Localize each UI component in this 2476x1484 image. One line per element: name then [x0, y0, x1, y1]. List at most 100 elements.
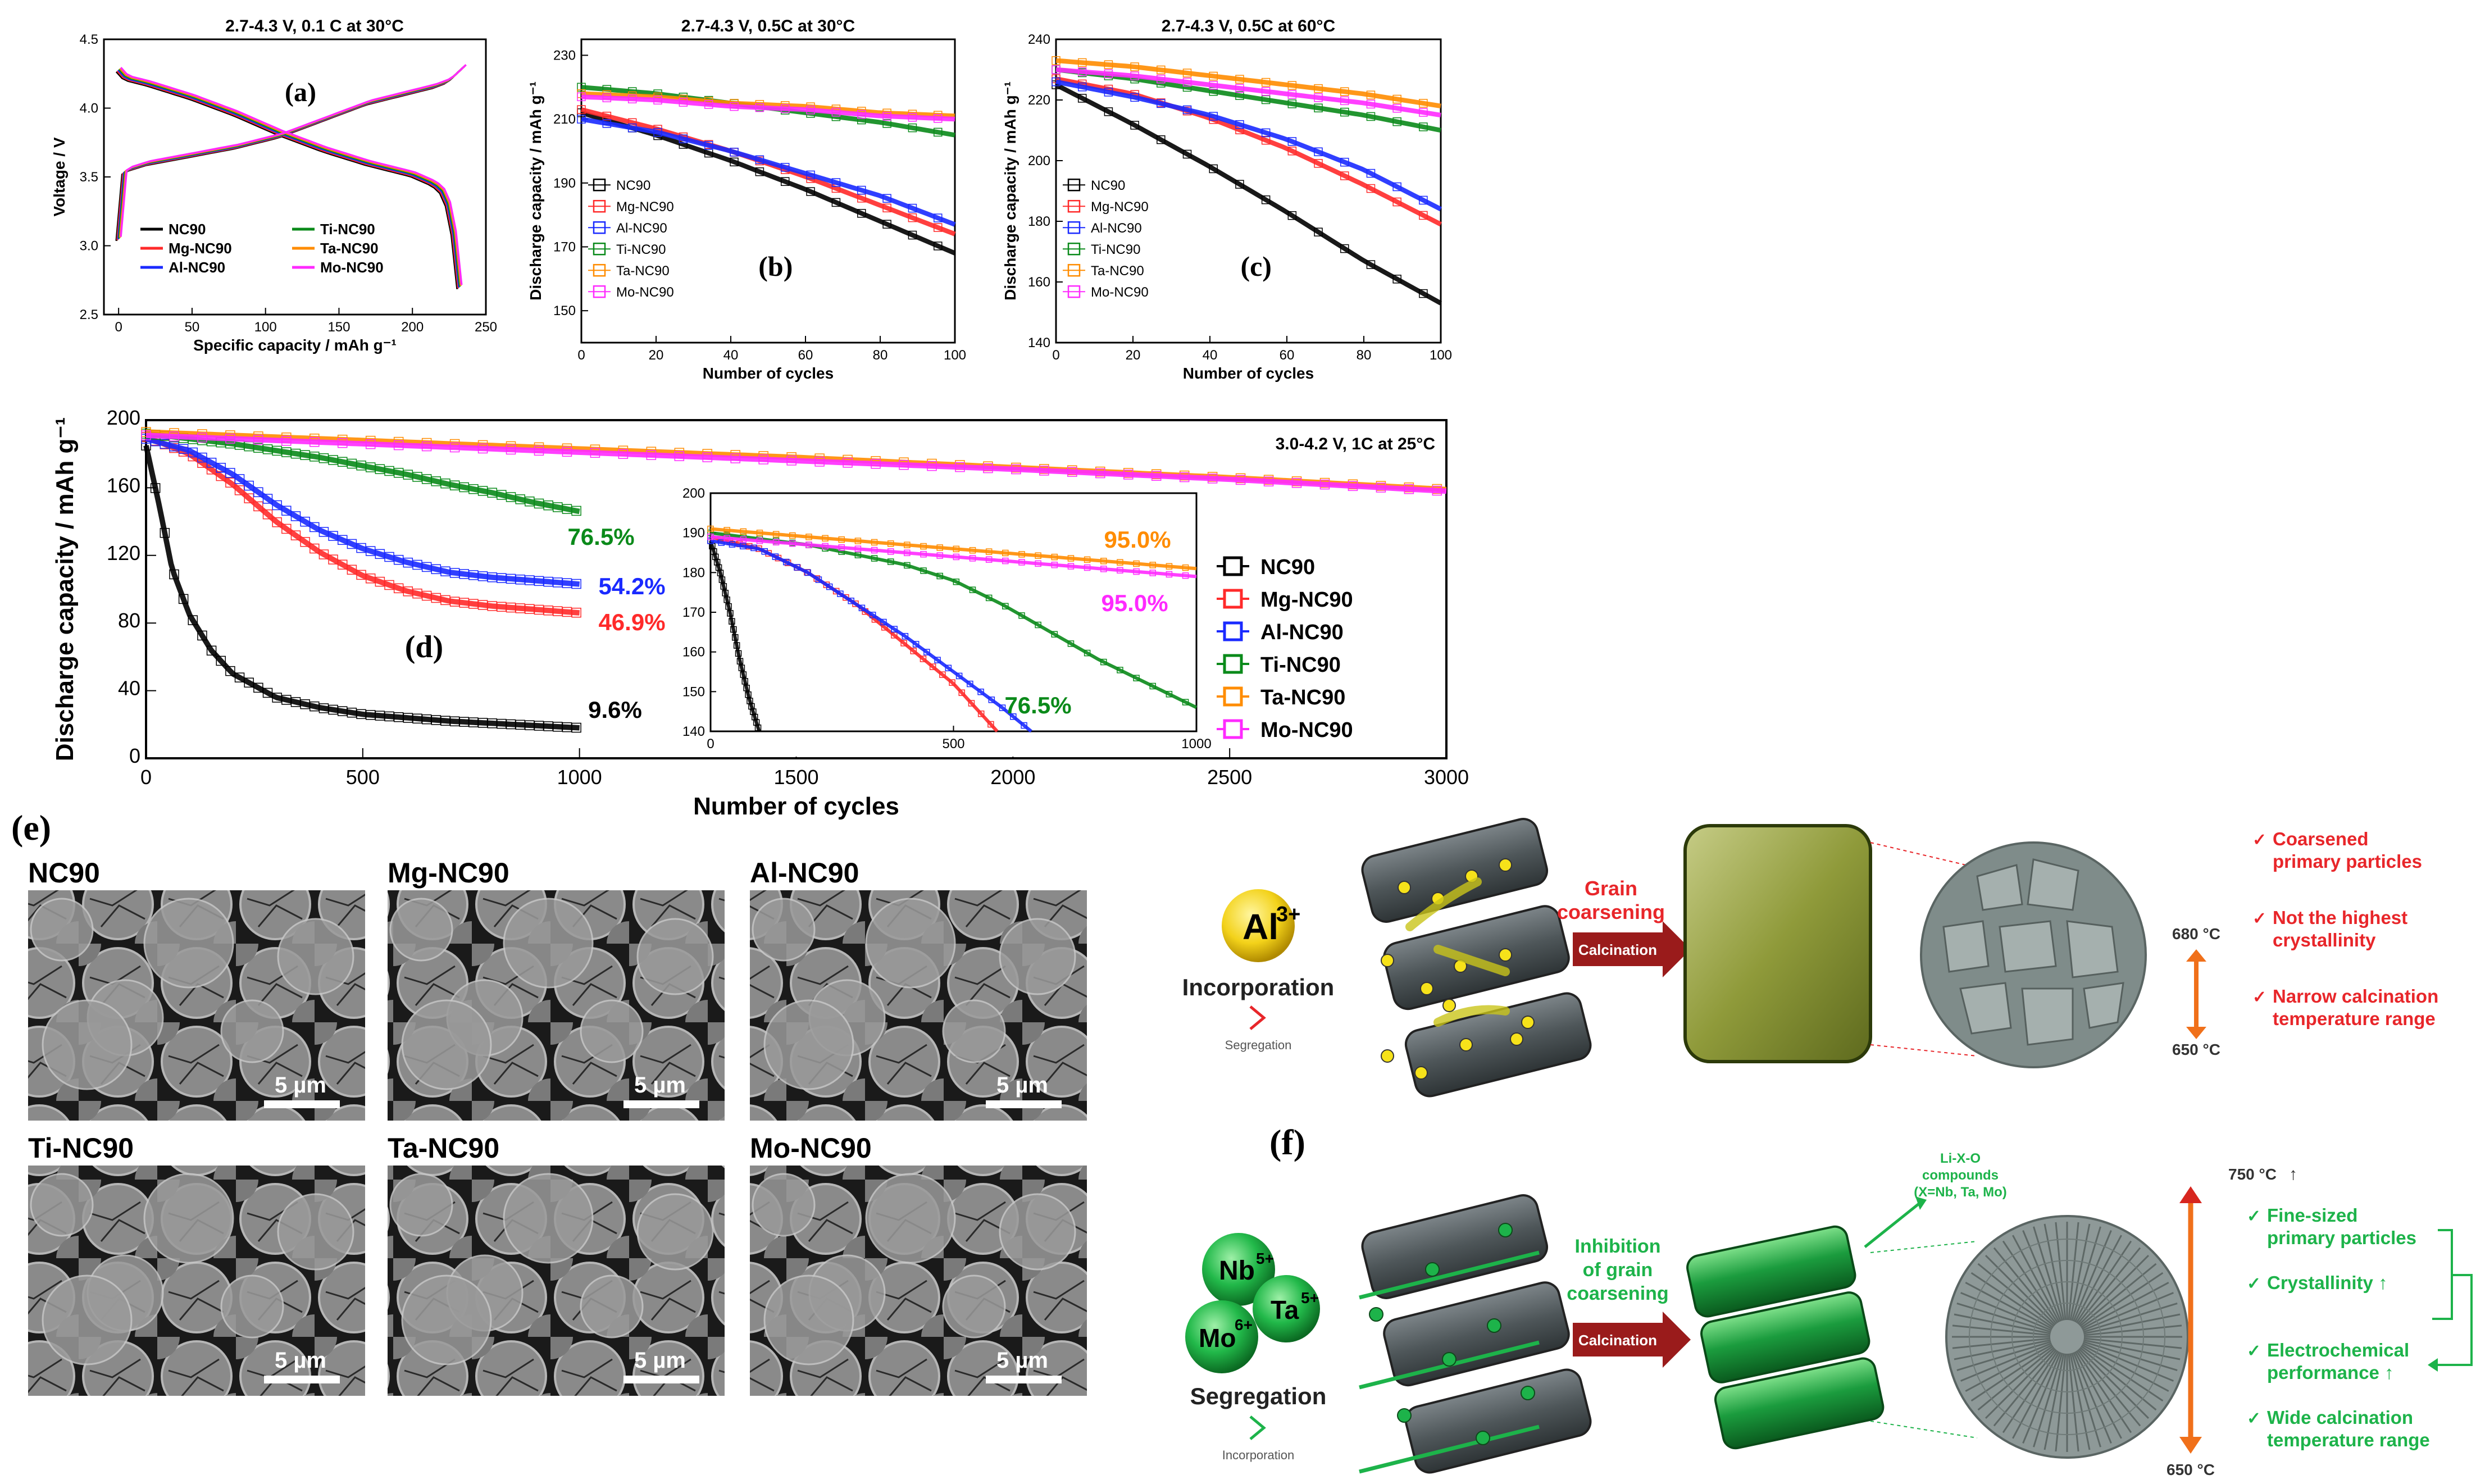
mo-nc90-marker — [814, 457, 825, 467]
panel-a: 0 50 100 150 200 250 2.5 3.0 3.5 4.0 4.5 Specific c… — [51, 17, 497, 354]
mg-nc90-marker — [1392, 197, 1401, 207]
lixo-label-1: Li-X-O — [1940, 1151, 1981, 1166]
y-tick-label: 240 — [1028, 32, 1050, 47]
sem-particle — [942, 1274, 1006, 1339]
nc90-marker — [1340, 244, 1349, 253]
inset-al-nc90-marker — [967, 680, 973, 688]
inset-ti-nc90-marker — [1100, 658, 1107, 666]
y-tick-label: 180 — [682, 565, 705, 580]
inset-nc90-marker — [725, 603, 732, 610]
inset-mo-nc90-marker — [904, 549, 911, 557]
note-arrow-head — [2428, 1358, 2438, 1372]
mo-nc90-marker — [1123, 470, 1134, 480]
y-tick-label: 140 — [1028, 335, 1050, 350]
y-tick-label: 230 — [553, 48, 576, 63]
mo-nc90-marker — [899, 459, 909, 470]
mo-nc90-marker — [477, 443, 488, 454]
y-tick-label: 0 — [129, 744, 140, 767]
sem-particle — [999, 1193, 1076, 1271]
mo-nc90-marker — [1209, 80, 1218, 90]
nc90-marker — [1077, 94, 1087, 103]
check-icon: ✓ — [2247, 1409, 2261, 1428]
mo-nc90-marker — [449, 442, 460, 453]
mo-nc90-marker — [831, 107, 841, 117]
inset-mo-nc90-marker — [1051, 562, 1058, 568]
mg-nc90-marker — [602, 111, 612, 121]
legend-entry: Ti-NC90 — [320, 221, 375, 238]
al-nc90-marker — [253, 487, 263, 498]
al-nc90-marker — [244, 480, 254, 491]
ta-nc90-marker — [1392, 94, 1401, 104]
inset-nc90-marker — [741, 678, 748, 685]
mo-nc90-marker — [393, 440, 404, 450]
nc90-marker — [1392, 275, 1401, 284]
nc90-marker — [1261, 195, 1271, 204]
mo-nc90-marker — [653, 95, 662, 105]
inset-mg-nc90-marker — [968, 700, 975, 707]
inset-nc90-marker — [727, 610, 734, 617]
inset-ta-nc90-marker — [920, 543, 927, 550]
inset-mo-nc90-marker — [969, 555, 976, 562]
nb-ion-charge: 5+ — [1256, 1250, 1274, 1267]
nc90-marker — [1209, 164, 1218, 174]
x-axis-label: Specific capacity / mAh g⁻¹ — [193, 336, 397, 354]
x-tick-label: 250 — [475, 320, 497, 335]
mo-nc90-marker — [730, 453, 740, 463]
mg-nc90-marker — [577, 105, 586, 114]
plot-frame — [580, 38, 956, 344]
note-text: Coarsened — [2273, 829, 2369, 849]
al-nc90-marker — [1340, 157, 1349, 167]
dopant-ion-cluster: Nb 5+ Ta 5+ Mo 6+ — [1185, 1233, 1320, 1373]
mo-nc90-charge-curve — [120, 64, 467, 237]
mo-nc90-marker — [758, 454, 768, 465]
x-tick-label: 0 — [140, 766, 152, 789]
inset-annotation: 95.0% — [1104, 526, 1171, 553]
al-nc90-marker — [627, 123, 637, 133]
scale-bar-label: 5 µm — [275, 1348, 326, 1373]
nc90-marker — [934, 242, 943, 251]
al-nc90-marker — [1104, 88, 1113, 97]
inset-ta-nc90-marker — [756, 529, 763, 536]
ta-nc90-marker — [1366, 90, 1376, 99]
nc90-marker — [882, 220, 891, 229]
chart-title: 2.7-4.3 V, 0.5C at 60°C — [1162, 17, 1335, 35]
note-text: primary particles — [2267, 1227, 2416, 1248]
mo-nc90-marker — [225, 434, 235, 444]
al-nc90-line — [145, 436, 580, 587]
sem-particle — [865, 1173, 956, 1264]
sem-particle — [580, 1274, 644, 1339]
inset-mo-nc90-marker — [953, 553, 960, 561]
nc90-discharge-curve — [115, 71, 458, 289]
mo-nc90-marker — [679, 98, 688, 107]
nc90-marker — [806, 187, 815, 196]
mo-nc90-marker — [1235, 84, 1244, 93]
inset-al-nc90-marker — [880, 618, 887, 626]
mo-nc90-marker — [1340, 96, 1349, 106]
inset-al-nc90-marker — [1021, 722, 1027, 729]
inset-ta-nc90-marker — [822, 535, 829, 542]
al-nc90-marker — [262, 494, 273, 504]
inset-ta-nc90-marker — [1133, 560, 1140, 567]
calcination-label-top: Calcination — [1578, 941, 1657, 958]
mo-nc90-marker — [1263, 476, 1274, 486]
inset-mo-nc90-marker — [920, 550, 927, 558]
mg-nc90-marker — [281, 524, 292, 534]
nc90-marker — [571, 722, 581, 733]
nc90-marker — [780, 177, 790, 186]
inset-nc90-marker — [735, 650, 742, 657]
panel-f-label: (f) — [1269, 1122, 1305, 1162]
mg-nc90-marker — [908, 213, 917, 222]
nb-ion-symbol: Nb — [1219, 1256, 1255, 1286]
al-nc90-marker — [934, 213, 943, 222]
note-text: Fine-sized — [2267, 1205, 2357, 1226]
inset-nc90-marker — [717, 570, 724, 576]
nc90-marker — [857, 209, 866, 218]
sem-particle — [752, 898, 816, 962]
scale-bar-label: 5 µm — [996, 1073, 1048, 1098]
inset-al-nc90-marker — [837, 590, 844, 597]
inset-nc90-marker — [730, 626, 737, 633]
inset-ta-nc90-marker — [723, 527, 730, 534]
inset-nc90-marker — [720, 583, 727, 590]
scale-bar — [264, 1376, 340, 1383]
